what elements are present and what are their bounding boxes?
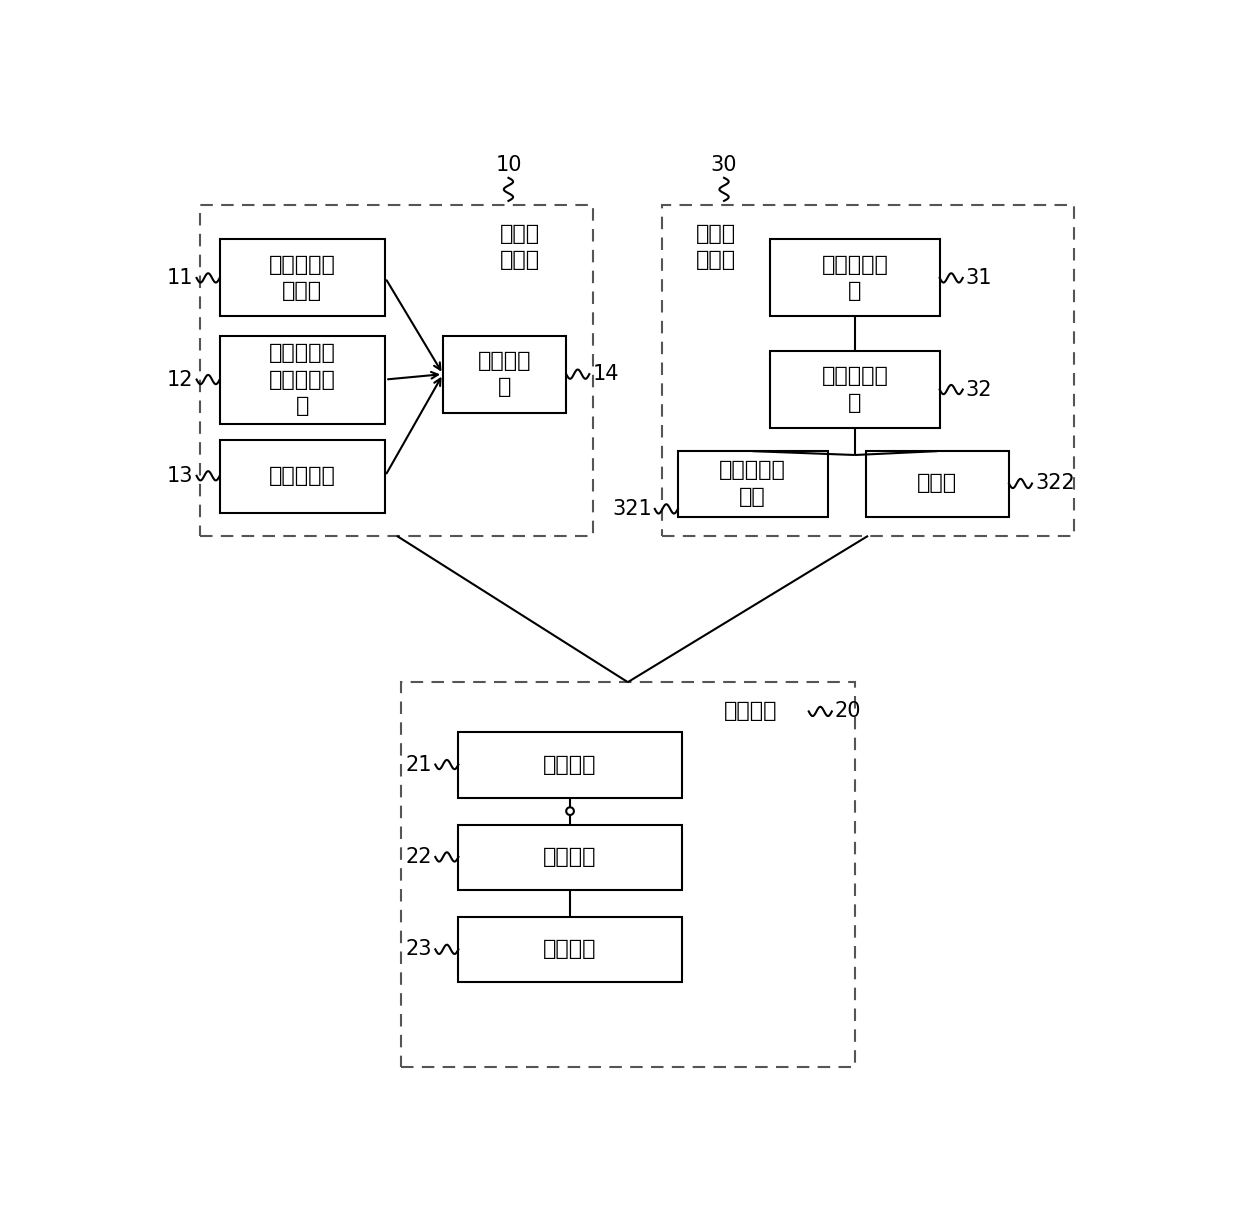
- Bar: [770, 352, 940, 428]
- Text: 叶片转动惯
量测量传感
器: 叶片转动惯 量测量传感 器: [269, 343, 336, 417]
- Bar: [662, 205, 1074, 535]
- Text: 室外温湿度
传感器: 室外温湿度 传感器: [269, 255, 336, 301]
- Text: 控制单元: 控制单元: [724, 702, 777, 722]
- Bar: [201, 205, 593, 535]
- Text: 机械手: 机械手: [918, 474, 957, 494]
- Text: 22: 22: [405, 846, 433, 867]
- Text: 13: 13: [167, 466, 193, 486]
- Bar: [401, 682, 854, 1067]
- Bar: [459, 918, 682, 982]
- Bar: [219, 336, 386, 424]
- Text: 20: 20: [835, 702, 862, 722]
- Bar: [459, 824, 682, 891]
- Text: 23: 23: [405, 940, 433, 959]
- Text: 32: 32: [966, 380, 992, 399]
- Text: 321: 321: [611, 499, 652, 519]
- Circle shape: [567, 807, 574, 815]
- Text: 接收模块: 接收模块: [543, 755, 596, 774]
- Text: 31: 31: [966, 268, 992, 288]
- Text: 30: 30: [711, 154, 738, 175]
- Bar: [678, 451, 828, 517]
- Text: 浮动式吸附
触头: 浮动式吸附 触头: [719, 461, 786, 507]
- Text: 结冰厚度仳: 结冰厚度仳: [269, 466, 336, 486]
- Text: 轴向行走机
构: 轴向行走机 构: [822, 255, 888, 301]
- Text: 处理模块: 处理模块: [543, 846, 596, 867]
- Bar: [219, 239, 386, 316]
- Text: 14: 14: [593, 364, 619, 385]
- Text: 21: 21: [405, 755, 433, 774]
- Bar: [867, 451, 1009, 517]
- Text: 防冰除
冰单元: 防冰除 冰单元: [697, 224, 737, 271]
- Bar: [219, 440, 386, 513]
- Text: 11: 11: [167, 268, 193, 288]
- Bar: [459, 733, 682, 797]
- Bar: [443, 336, 567, 413]
- Text: 322: 322: [1035, 474, 1075, 494]
- Text: 纵向伸缩机
构: 纵向伸缩机 构: [822, 366, 888, 413]
- Text: 12: 12: [167, 370, 193, 390]
- Text: 控制模块: 控制模块: [543, 940, 596, 959]
- Text: 数据采集
器: 数据采集 器: [477, 350, 532, 397]
- Bar: [770, 239, 940, 316]
- Text: 结冰检
测单元: 结冰检 测单元: [500, 224, 541, 271]
- Text: 10: 10: [495, 154, 522, 175]
